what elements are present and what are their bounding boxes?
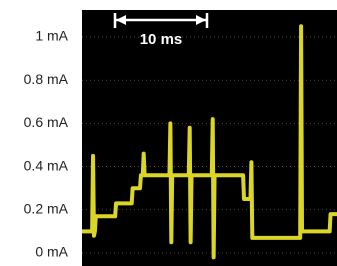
y-tick-label: 1 mA	[35, 28, 68, 44]
y-tick-label: 0.8 mA	[24, 71, 69, 87]
page: 0 mA0.2 mA0.4 mA0.6 mA0.8 mA1 mA 10 ms (…	[0, 0, 337, 266]
annotation: 10 ms	[140, 31, 183, 48]
y-tick-label: 0 mA	[35, 244, 68, 260]
y-tick-label: 0.6 mA	[24, 114, 69, 130]
chart: 0 mA 0.2 mA 0.4 mA 0.6 mA 0.8 mA 1 mA 10 ms	[0, 0, 337, 266]
y-tick-label: 0.2 mA	[24, 201, 69, 217]
y-tick-label: 0.4 mA	[24, 157, 69, 173]
